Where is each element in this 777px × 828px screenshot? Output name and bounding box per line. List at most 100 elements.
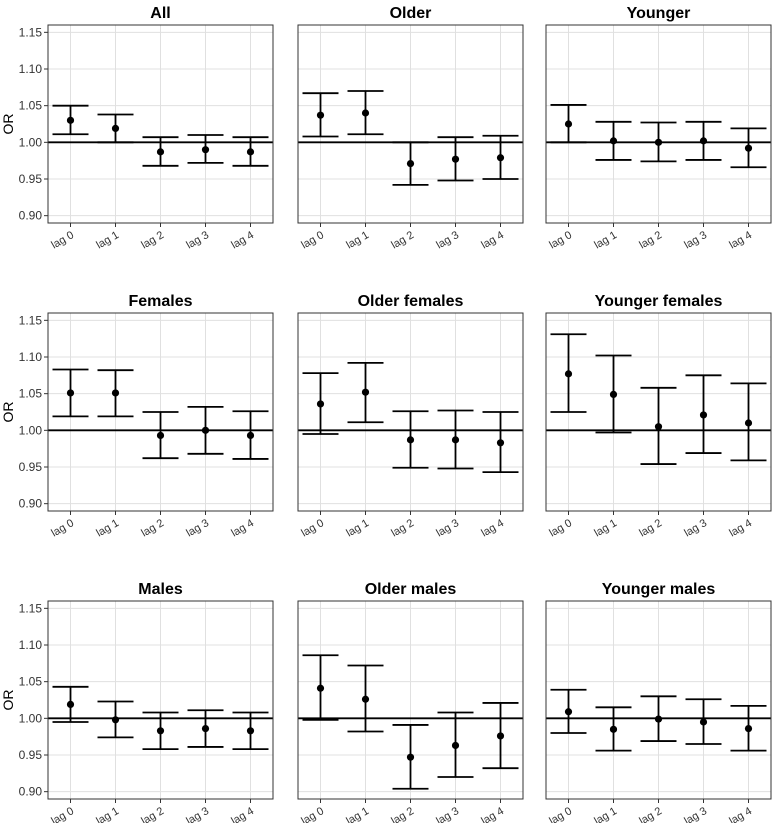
point-estimate [406, 436, 415, 444]
point-estimate [246, 727, 255, 735]
panel-title: Younger females [595, 293, 723, 310]
x-tick-label: lag 3 [434, 805, 461, 823]
point-estimate [654, 138, 663, 146]
panel-title: Males [138, 581, 183, 598]
x-tick-label: lag 2 [389, 517, 416, 539]
x-tick-label: lag 3 [434, 229, 461, 251]
x-tick-label: lag 4 [479, 517, 506, 539]
y-tick-label: 1.00 [19, 711, 43, 725]
point-estimate [654, 715, 663, 723]
point-estimate [699, 137, 708, 145]
panel-title: Older males [365, 581, 457, 598]
point-estimate [744, 725, 753, 733]
x-tick-label: lag 2 [389, 805, 416, 823]
x-tick-label: lag 2 [637, 517, 664, 539]
x-tick-label: lag 2 [139, 229, 166, 251]
point-estimate [496, 732, 505, 740]
point-estimate [699, 411, 708, 419]
x-tick-label: lag 1 [592, 805, 619, 823]
x-tick-label: lag 3 [184, 229, 211, 251]
y-tick-label: 0.90 [19, 785, 43, 799]
x-tick-label: lag 3 [184, 517, 211, 539]
point-estimate [361, 695, 370, 703]
point-estimate [156, 431, 165, 440]
y-tick-label: 1.15 [19, 313, 43, 327]
x-tick-label: lag 0 [49, 517, 76, 539]
x-tick-label: lag 3 [682, 805, 709, 823]
y-tick-label: 1.10 [19, 62, 43, 76]
y-tick-label: 1.10 [19, 638, 43, 652]
x-tick-label: lag 4 [229, 517, 256, 539]
point-estimate [451, 436, 460, 444]
point-estimate [201, 146, 210, 154]
point-estimate [246, 148, 255, 156]
point-estimate [744, 419, 753, 427]
point-estimate [496, 154, 505, 162]
x-tick-label: lag 3 [682, 229, 709, 251]
point-estimate [361, 388, 370, 396]
point-estimate [609, 137, 618, 145]
x-tick-label: lag 2 [389, 229, 416, 251]
panel-title: Older females [358, 293, 464, 310]
x-tick-label: lag 3 [434, 517, 461, 539]
x-tick-label: lag 1 [94, 229, 121, 251]
point-estimate [111, 716, 120, 724]
point-estimate [111, 124, 120, 132]
y-axis-label: OR [0, 114, 16, 135]
x-tick-label: lag 4 [727, 229, 754, 251]
y-tick-label: 1.05 [19, 387, 43, 401]
point-estimate [316, 111, 325, 119]
x-tick-label: lag 1 [592, 229, 619, 251]
x-tick-label: lag 1 [344, 229, 371, 251]
x-tick-label: lag 0 [547, 517, 574, 539]
y-axis-label: OR [0, 690, 16, 711]
point-estimate [451, 741, 460, 750]
x-tick-label: lag 3 [184, 805, 211, 823]
x-tick-label: lag 0 [299, 517, 326, 539]
point-estimate [201, 725, 210, 733]
y-tick-label: 1.15 [19, 601, 43, 615]
y-axis-label: OR [0, 402, 16, 423]
point-estimate [201, 426, 210, 434]
x-tick-label: lag 4 [727, 517, 754, 539]
x-tick-label: lag 0 [299, 805, 326, 823]
point-estimate [406, 753, 415, 761]
y-tick-label: 0.95 [19, 460, 43, 474]
y-tick-label: 1.00 [19, 135, 43, 149]
y-tick-label: 1.05 [19, 99, 43, 113]
panel-title: Females [128, 293, 192, 310]
x-tick-label: lag 1 [344, 805, 371, 823]
x-tick-label: lag 3 [682, 517, 709, 539]
y-tick-label: 1.05 [19, 675, 43, 689]
point-estimate [66, 700, 75, 709]
x-tick-label: lag 2 [637, 805, 664, 823]
point-estimate [564, 120, 573, 128]
x-tick-label: lag 1 [592, 517, 619, 539]
point-estimate [609, 390, 618, 398]
x-tick-label: lag 4 [727, 805, 754, 823]
y-tick-label: 0.90 [19, 209, 43, 223]
point-estimate [406, 160, 415, 168]
x-tick-label: lag 4 [229, 229, 256, 251]
point-estimate [744, 144, 753, 152]
y-tick-label: 1.10 [19, 350, 43, 364]
point-estimate [316, 400, 325, 408]
x-tick-label: lag 0 [299, 229, 326, 251]
point-estimate [361, 109, 370, 117]
x-tick-label: lag 4 [479, 229, 506, 251]
x-tick-label: lag 1 [94, 805, 121, 823]
point-estimate [246, 431, 255, 440]
panel-title: Younger [627, 5, 691, 22]
point-estimate [564, 708, 573, 716]
point-estimate [609, 725, 618, 733]
point-estimate [66, 116, 75, 124]
x-tick-label: lag 0 [547, 805, 574, 823]
x-tick-label: lag 0 [49, 805, 76, 823]
point-estimate [66, 389, 75, 397]
x-tick-label: lag 0 [49, 229, 76, 251]
point-estimate [111, 389, 120, 397]
x-tick-label: lag 4 [229, 805, 256, 823]
x-tick-label: lag 2 [637, 229, 664, 251]
point-estimate [316, 684, 325, 692]
